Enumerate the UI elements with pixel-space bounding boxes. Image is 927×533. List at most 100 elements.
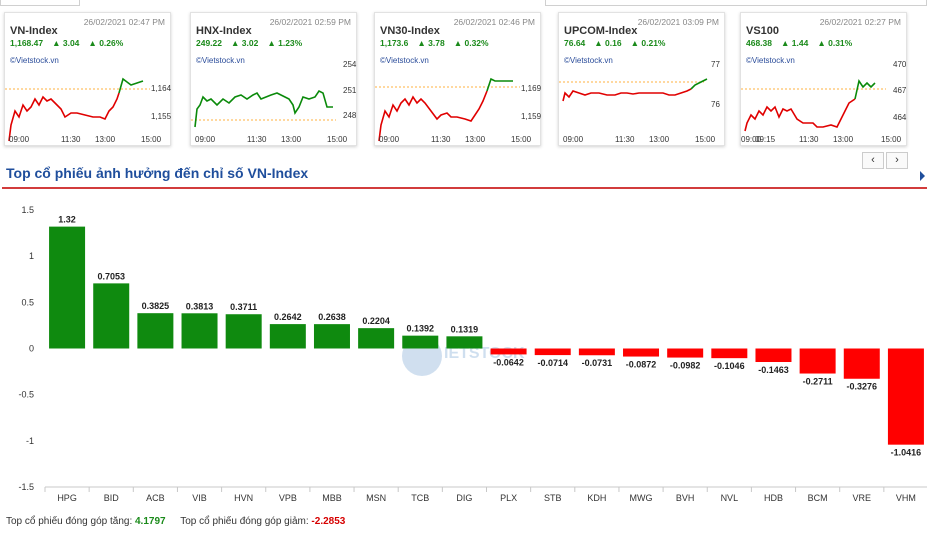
bar-vre xyxy=(843,348,880,379)
card-value: 249.22 xyxy=(196,38,222,48)
x-tick-label: MWG xyxy=(630,493,653,503)
data-label: 0.2204 xyxy=(362,316,390,326)
card-ytick: 251 xyxy=(343,86,357,95)
card-values: 1,173.6 ▲ 3.78 ▲ 0.32% xyxy=(380,38,498,48)
bar-bvh xyxy=(667,348,704,358)
bar-vpb xyxy=(269,324,306,349)
index-card-vn-index[interactable]: VN-Index 26/02/2021 02:47 PM 1,168.47 ▲ 3.0… xyxy=(4,12,171,146)
bar-plx xyxy=(490,348,527,355)
card-ytick: 464 xyxy=(893,113,907,122)
data-label: -0.1463 xyxy=(758,365,789,375)
card-xtick: 11:30 xyxy=(799,135,819,144)
y-tick-label: -0.5 xyxy=(18,390,34,400)
bar-hpg xyxy=(49,226,86,349)
card-percent: ▲ 1.23% xyxy=(267,38,303,48)
card-xtick: 13:00 xyxy=(833,135,854,144)
x-tick-label: MBB xyxy=(322,493,342,503)
card-title: VS100 xyxy=(746,25,780,37)
card-timestamp: 26/02/2021 02:59 PM xyxy=(269,17,351,27)
data-label: 1.32 xyxy=(58,215,76,225)
card-brand: ©Vietstock.vn xyxy=(746,56,795,65)
sparkline-series xyxy=(8,92,120,142)
sparkline-series xyxy=(194,89,333,128)
section-arrow-icon[interactable] xyxy=(920,171,925,181)
card-ytick: 77 xyxy=(711,60,720,69)
card-sparkline xyxy=(375,77,520,142)
sparkline-series xyxy=(486,77,513,92)
x-tick-label: VPB xyxy=(279,493,297,503)
card-value: 468.38 xyxy=(746,38,772,48)
bar-vib xyxy=(181,313,218,349)
card-ytick: 254 xyxy=(343,60,357,69)
data-label: 0.1392 xyxy=(407,324,435,334)
card-values: 1,168.47 ▲ 3.04 ▲ 0.26% xyxy=(10,38,132,48)
prev-button[interactable]: ‹ xyxy=(862,152,884,169)
next-button[interactable]: › xyxy=(886,152,908,169)
data-label: -0.2711 xyxy=(803,377,833,387)
card-brand: ©Vietstock.vn xyxy=(564,56,613,65)
card-xtick: 09:00 xyxy=(379,135,400,144)
data-label: 0.7053 xyxy=(97,271,125,281)
card-xtick: 15:00 xyxy=(881,135,902,144)
data-label: -0.3276 xyxy=(847,382,878,392)
index-card-vn30-index[interactable]: VN30-Index 26/02/2021 02:46 PM 1,173.6 ▲ 3.… xyxy=(374,12,541,146)
index-card-hnx-index[interactable]: HNX-Index 26/02/2021 02:59 PM 249.22 ▲ 3.02… xyxy=(190,12,357,146)
card-ytick: 1,169 xyxy=(521,84,542,93)
x-tick-label: VRE xyxy=(853,493,872,503)
section-divider xyxy=(2,187,927,189)
card-xtick: 13:00 xyxy=(95,135,116,144)
y-tick-label: -1.5 xyxy=(18,482,34,492)
bar-bcm xyxy=(799,348,836,374)
card-ytick: 248 xyxy=(343,111,357,120)
bar-acb xyxy=(137,313,174,349)
card-percent: ▲ 0.21% xyxy=(630,38,666,48)
sparkline-series xyxy=(744,98,856,132)
bar-msn xyxy=(358,328,395,349)
footer-pos-label: Top cổ phiếu đóng góp tăng: xyxy=(6,516,133,527)
card-ytick: 467 xyxy=(893,86,907,95)
top-strip xyxy=(0,0,927,8)
x-tick-label: KDH xyxy=(587,493,606,503)
card-ytick: 1,159 xyxy=(521,112,542,121)
bar-hvn xyxy=(225,314,262,349)
footer-pos-value: 4.1797 xyxy=(135,516,166,527)
card-xtick: 09:00 xyxy=(195,135,216,144)
card-percent: ▲ 0.32% xyxy=(453,38,489,48)
card-xtick: 15:00 xyxy=(141,135,162,144)
card-percent: ▲ 0.31% xyxy=(817,38,853,48)
data-label: 0.1319 xyxy=(451,324,479,334)
card-title: VN30-Index xyxy=(380,25,440,37)
card-values: 468.38 ▲ 1.44 ▲ 0.31% xyxy=(746,38,861,48)
x-tick-label: HDB xyxy=(764,493,783,503)
x-tick-label: STB xyxy=(544,493,562,503)
bar-stb xyxy=(534,348,571,356)
index-card-upcom-index[interactable]: UPCOM-Index 26/02/2021 03:09 PM 76.64 ▲ 0.1… xyxy=(558,12,725,146)
card-xtick: 13:00 xyxy=(649,135,670,144)
index-card-vs100[interactable]: VS100 26/02/2021 02:27 PM 468.38 ▲ 1.44 ▲ 0.… xyxy=(740,12,907,146)
card-ytick: 1,164 xyxy=(151,84,172,93)
data-label: -0.0731 xyxy=(582,358,613,368)
card-timestamp: 26/02/2021 02:46 PM xyxy=(453,17,535,27)
top-strip-left xyxy=(0,0,80,6)
card-timestamp: 26/02/2021 03:09 PM xyxy=(637,17,719,27)
card-change: ▲ 3.04 xyxy=(52,38,80,48)
card-xtick: 15:00 xyxy=(511,135,532,144)
x-tick-label: VHM xyxy=(896,493,916,503)
y-tick-label: -1 xyxy=(26,436,34,446)
card-brand: ©Vietstock.vn xyxy=(10,56,59,65)
top-strip-right xyxy=(545,0,927,6)
card-brand: ©Vietstock.vn xyxy=(380,56,429,65)
card-xtick: 15:00 xyxy=(695,135,716,144)
card-sparkline xyxy=(741,78,886,132)
card-title: VN-Index xyxy=(10,25,58,37)
card-sparkline xyxy=(5,77,150,142)
card-ytick: 76 xyxy=(711,100,720,109)
card-xtick: 09:00 xyxy=(741,135,762,144)
card-values: 76.64 ▲ 0.16 ▲ 0.21% xyxy=(564,38,675,48)
bar-tcb xyxy=(402,335,439,349)
sparkline-series xyxy=(690,78,708,90)
card-xtick: 13:00 xyxy=(465,135,486,144)
bar-nvl xyxy=(711,348,748,359)
data-label: -0.0714 xyxy=(537,358,568,368)
card-ytick: 470 xyxy=(893,60,907,69)
